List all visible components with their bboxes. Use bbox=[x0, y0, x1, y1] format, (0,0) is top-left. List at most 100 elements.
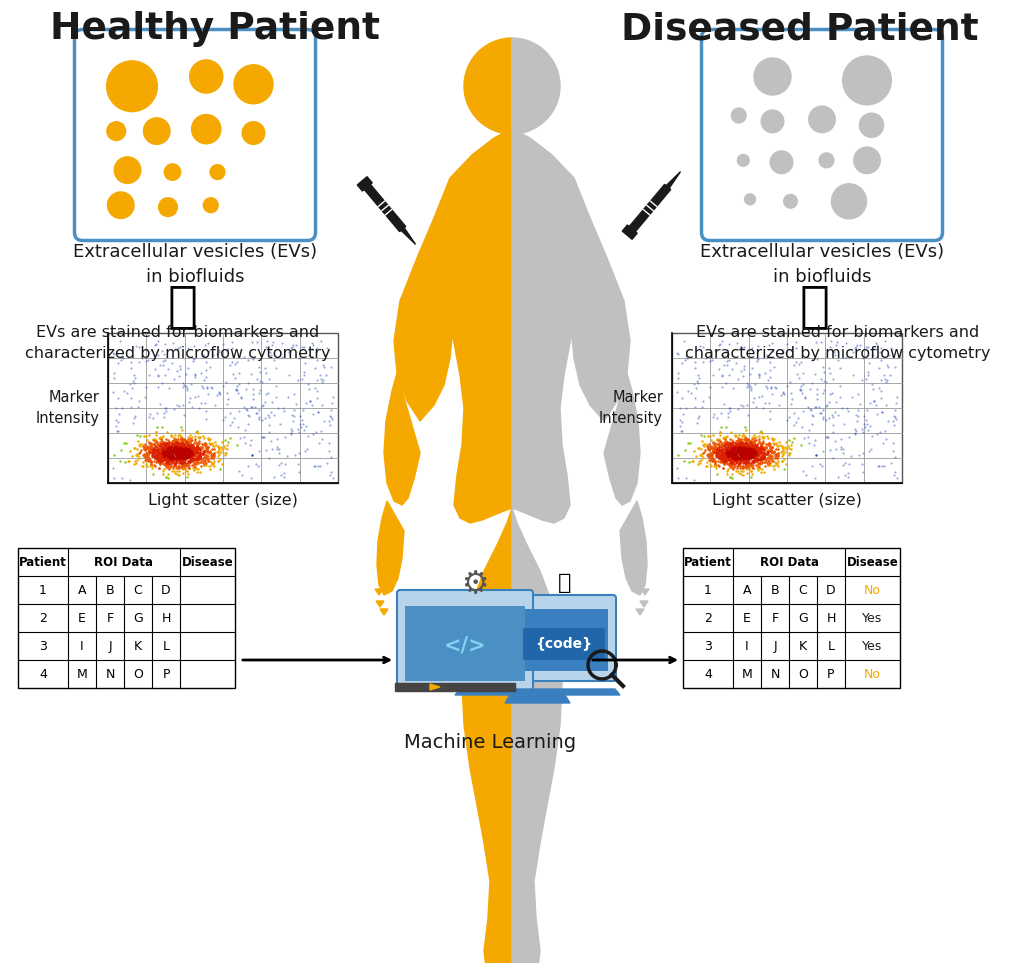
Polygon shape bbox=[394, 203, 454, 421]
Polygon shape bbox=[636, 609, 644, 615]
Text: Extracellular vesicles (EVs)
in biofluids: Extracellular vesicles (EVs) in biofluid… bbox=[73, 243, 317, 286]
Text: 3: 3 bbox=[39, 639, 47, 653]
FancyBboxPatch shape bbox=[406, 606, 525, 681]
Text: F: F bbox=[771, 612, 778, 624]
Circle shape bbox=[106, 121, 126, 141]
Text: N: N bbox=[105, 667, 115, 681]
Polygon shape bbox=[512, 128, 587, 523]
Circle shape bbox=[831, 184, 866, 219]
Polygon shape bbox=[505, 695, 570, 703]
Text: L: L bbox=[163, 639, 170, 653]
Text: Diseased Patient: Diseased Patient bbox=[622, 11, 979, 47]
Polygon shape bbox=[512, 123, 528, 134]
Text: H: H bbox=[162, 612, 171, 624]
Text: E: E bbox=[78, 612, 86, 624]
Text: 4: 4 bbox=[705, 667, 712, 681]
Text: Patient: Patient bbox=[684, 556, 732, 568]
Text: Healthy Patient: Healthy Patient bbox=[50, 11, 380, 47]
Circle shape bbox=[754, 58, 791, 95]
Circle shape bbox=[737, 154, 750, 167]
Circle shape bbox=[106, 61, 158, 112]
Circle shape bbox=[191, 115, 221, 143]
Text: Extracellular vesicles (EVs)
in biofluids: Extracellular vesicles (EVs) in biofluid… bbox=[700, 243, 944, 286]
Bar bbox=[18, 548, 234, 688]
Text: J: J bbox=[109, 639, 112, 653]
Polygon shape bbox=[640, 601, 648, 607]
Text: 💡: 💡 bbox=[558, 573, 571, 593]
Text: 3: 3 bbox=[705, 639, 712, 653]
Polygon shape bbox=[462, 508, 512, 963]
Circle shape bbox=[731, 108, 746, 123]
Text: B: B bbox=[105, 584, 115, 596]
Text: A: A bbox=[742, 584, 752, 596]
Text: EVs are stained for biomarkers and
characterized by microflow cytometry: EVs are stained for biomarkers and chara… bbox=[26, 325, 331, 361]
Text: E: E bbox=[743, 612, 751, 624]
Circle shape bbox=[744, 194, 756, 205]
Text: H: H bbox=[826, 612, 836, 624]
Text: Light scatter (size): Light scatter (size) bbox=[148, 493, 298, 508]
Polygon shape bbox=[667, 171, 681, 188]
Text: ROI Data: ROI Data bbox=[94, 556, 154, 568]
Text: D: D bbox=[161, 584, 171, 596]
FancyBboxPatch shape bbox=[515, 595, 616, 681]
Polygon shape bbox=[455, 689, 620, 695]
Text: Disease: Disease bbox=[847, 556, 898, 568]
FancyBboxPatch shape bbox=[397, 590, 534, 691]
Polygon shape bbox=[464, 38, 512, 134]
Text: M: M bbox=[77, 667, 87, 681]
Polygon shape bbox=[365, 184, 406, 232]
Text: 4: 4 bbox=[39, 667, 47, 681]
Text: A: A bbox=[78, 584, 86, 596]
Polygon shape bbox=[357, 176, 373, 191]
Text: P: P bbox=[162, 667, 170, 681]
Text: 1: 1 bbox=[39, 584, 47, 596]
Text: O: O bbox=[798, 667, 808, 681]
Circle shape bbox=[770, 151, 793, 173]
Text: C: C bbox=[133, 584, 142, 596]
Circle shape bbox=[210, 165, 225, 179]
FancyBboxPatch shape bbox=[75, 30, 315, 241]
Text: Yes: Yes bbox=[862, 639, 883, 653]
Bar bbox=[672, 333, 902, 483]
Polygon shape bbox=[623, 225, 637, 240]
Text: EVs are stained for biomarkers and
characterized by microflow cytometry: EVs are stained for biomarkers and chara… bbox=[685, 325, 991, 361]
Text: Yes: Yes bbox=[862, 612, 883, 624]
Polygon shape bbox=[641, 589, 649, 595]
Text: No: No bbox=[864, 667, 881, 681]
Polygon shape bbox=[376, 601, 384, 607]
Circle shape bbox=[189, 60, 223, 93]
Text: 🔬: 🔬 bbox=[168, 282, 198, 330]
Text: Patient: Patient bbox=[19, 556, 67, 568]
Circle shape bbox=[234, 65, 273, 104]
Text: {code}: {code} bbox=[536, 636, 593, 650]
Polygon shape bbox=[437, 128, 512, 523]
Text: G: G bbox=[133, 612, 143, 624]
Polygon shape bbox=[375, 589, 383, 595]
Text: C: C bbox=[799, 584, 807, 596]
Polygon shape bbox=[630, 184, 671, 232]
Text: D: D bbox=[826, 584, 836, 596]
Circle shape bbox=[809, 106, 836, 133]
Circle shape bbox=[159, 197, 177, 217]
Text: Disease: Disease bbox=[181, 556, 233, 568]
Circle shape bbox=[843, 56, 891, 105]
Circle shape bbox=[108, 192, 134, 219]
Text: Marker
Intensity: Marker Intensity bbox=[599, 390, 663, 426]
Text: 🔬: 🔬 bbox=[800, 282, 830, 330]
Circle shape bbox=[783, 195, 798, 208]
Circle shape bbox=[854, 147, 881, 173]
Polygon shape bbox=[384, 373, 420, 505]
Polygon shape bbox=[604, 373, 640, 505]
Text: 2: 2 bbox=[705, 612, 712, 624]
Text: L: L bbox=[827, 639, 835, 653]
FancyBboxPatch shape bbox=[701, 30, 942, 241]
Circle shape bbox=[819, 153, 834, 168]
Circle shape bbox=[115, 157, 140, 183]
Text: O: O bbox=[133, 667, 143, 681]
Text: Light scatter (size): Light scatter (size) bbox=[712, 493, 862, 508]
Bar bbox=[108, 333, 338, 483]
Circle shape bbox=[164, 164, 180, 180]
Text: I: I bbox=[745, 639, 749, 653]
FancyBboxPatch shape bbox=[523, 628, 605, 660]
Text: K: K bbox=[799, 639, 807, 653]
